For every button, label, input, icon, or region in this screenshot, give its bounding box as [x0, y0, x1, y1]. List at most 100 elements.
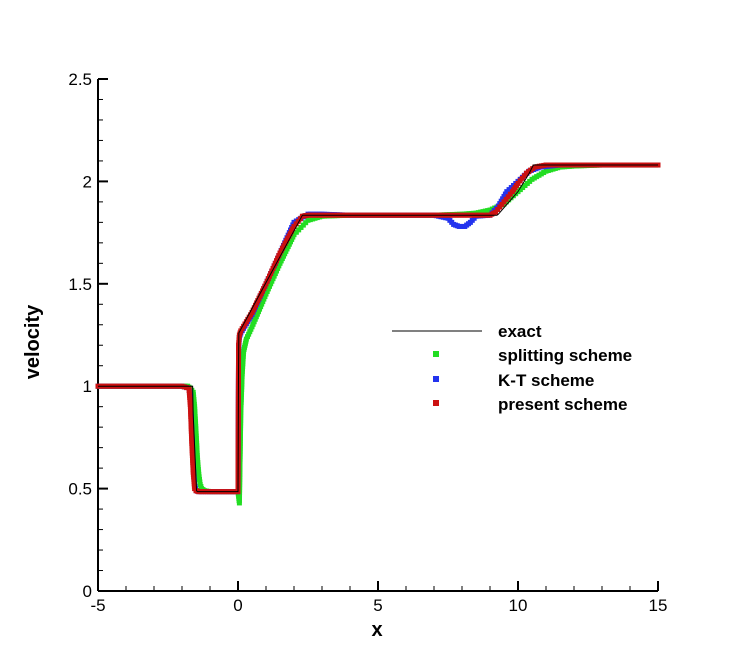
series-k-t-scheme [95, 162, 661, 495]
marker-splitting-scheme [275, 265, 281, 271]
marker-splitting-scheme [265, 286, 271, 292]
marker-splitting-scheme [236, 495, 242, 501]
marker-splitting-scheme [238, 394, 244, 400]
marker-present-scheme [515, 180, 521, 186]
marker-splitting-scheme [263, 291, 269, 297]
marker-splitting-scheme [240, 358, 246, 364]
marker-splitting-scheme [197, 479, 203, 485]
marker-present-scheme [493, 209, 499, 215]
x-axis-title: x [371, 619, 382, 641]
x-tick-label: 10 [509, 596, 528, 615]
marker-splitting-scheme [268, 281, 274, 287]
marker-splitting-scheme [196, 474, 202, 480]
marker-splitting-scheme [261, 296, 267, 302]
marker-present-scheme [505, 194, 511, 200]
marker-present-scheme [495, 207, 501, 213]
marker-splitting-scheme [238, 402, 244, 408]
marker-present-scheme [499, 201, 505, 207]
legend-label-kt: K-T scheme [498, 371, 594, 390]
marker-splitting-scheme [262, 294, 268, 300]
marker-splitting-scheme [236, 497, 242, 503]
series-exact [98, 164, 658, 493]
y-tick-label: 1.5 [68, 275, 92, 294]
marker-splitting-scheme [251, 319, 257, 325]
legend-swatch-splitting [433, 351, 439, 357]
marker-splitting-scheme [197, 476, 202, 482]
y-tick-label: 1 [83, 377, 92, 396]
marker-splitting-scheme [240, 351, 246, 357]
marker-splitting-scheme [269, 278, 275, 284]
marker-present-scheme [519, 175, 525, 181]
marker-splitting-scheme [267, 283, 272, 289]
marker-present-scheme [274, 258, 279, 264]
plot-area [95, 162, 661, 506]
marker-splitting-scheme [260, 299, 266, 305]
marker-present-scheme [291, 223, 297, 229]
marker-splitting-scheme [255, 309, 261, 315]
marker-splitting-scheme [258, 304, 264, 310]
marker-present-scheme [275, 255, 281, 261]
marker-present-scheme [276, 253, 282, 259]
marker-splitting-scheme [274, 268, 279, 274]
marker-present-scheme [517, 178, 523, 184]
marker-splitting-scheme [276, 263, 282, 269]
marker-splitting-scheme [253, 314, 259, 320]
y-tick-label: 0.5 [68, 480, 92, 499]
legend-label-exact: exact [498, 322, 542, 341]
legend-swatch-present [433, 400, 439, 406]
marker-splitting-scheme [252, 316, 258, 322]
marker-splitting-scheme [237, 492, 243, 498]
marker-splitting-scheme [238, 392, 244, 398]
marker-splitting-scheme [196, 471, 202, 477]
marker-splitting-scheme [239, 376, 245, 382]
marker-splitting-scheme [257, 306, 263, 312]
marker-present-scheme [295, 218, 301, 224]
x-tick-label: 5 [373, 596, 382, 615]
marker-present-scheme [270, 265, 276, 271]
x-tick-label: -5 [90, 596, 105, 615]
marker-splitting-scheme [239, 379, 245, 385]
marker-splitting-scheme [239, 386, 245, 392]
marker-splitting-scheme [259, 301, 265, 307]
marker-splitting-scheme [264, 288, 270, 294]
marker-present-scheme [521, 173, 527, 179]
y-tick-label: 0 [83, 582, 92, 601]
marker-splitting-scheme [239, 384, 245, 390]
marker-splitting-scheme [238, 397, 244, 403]
marker-splitting-scheme [239, 389, 245, 395]
marker-splitting-scheme [270, 276, 276, 282]
marker-splitting-scheme [250, 321, 256, 327]
marker-present-scheme [497, 204, 503, 210]
legend-label-present: present scheme [498, 395, 627, 414]
series-line-exact [98, 164, 658, 493]
y-tick-label: 2.5 [68, 70, 92, 89]
legend-label-splitting: splitting scheme [498, 346, 632, 365]
marker-splitting-scheme [238, 407, 244, 413]
marker-splitting-scheme [272, 271, 278, 277]
marker-present-scheme [507, 191, 513, 197]
x-tick-label: 0 [233, 596, 242, 615]
series-present-scheme [95, 162, 661, 495]
marker-splitting-scheme [238, 405, 244, 411]
x-tick-label: 15 [649, 596, 668, 615]
marker-splitting-scheme [239, 381, 245, 387]
marker-present-scheme [501, 199, 507, 205]
marker-present-scheme [293, 221, 299, 227]
marker-splitting-scheme [254, 311, 260, 317]
y-tick-label: 2 [83, 172, 92, 191]
marker-splitting-scheme [239, 374, 245, 380]
y-axis-title: velocity [22, 304, 44, 379]
marker-splitting-scheme [240, 366, 246, 372]
marker-present-scheme [503, 196, 509, 202]
axes [97, 78, 659, 592]
marker-splitting-scheme [238, 399, 244, 405]
marker-splitting-scheme [236, 500, 242, 506]
marker-present-scheme [271, 263, 277, 269]
marker-present-scheme [263, 281, 269, 287]
marker-splitting-scheme [271, 273, 277, 279]
marker-present-scheme [272, 260, 278, 266]
legend: exact splitting scheme K-T scheme presen… [392, 322, 632, 414]
legend-swatch-kt [433, 376, 439, 382]
